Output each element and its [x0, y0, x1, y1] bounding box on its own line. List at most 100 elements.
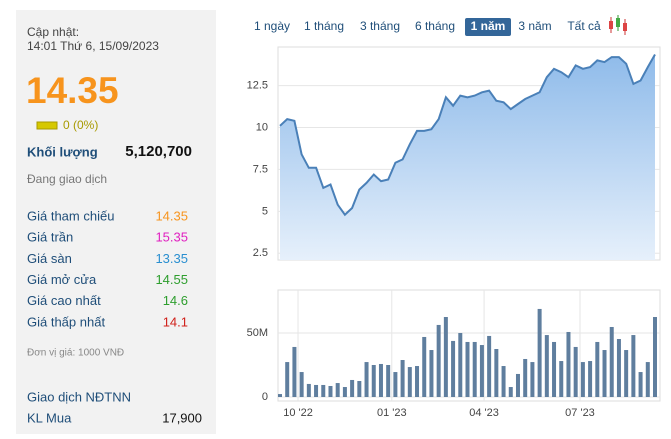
volume-bar [451, 340, 456, 397]
volume-bar [544, 335, 549, 397]
volume-bar [616, 339, 621, 397]
status: Đang giao dịch [27, 172, 107, 186]
tab[interactable]: 3 tháng [360, 19, 400, 33]
volume-bar [407, 367, 412, 397]
volume-bar [278, 394, 282, 397]
y-tick-label: 7.5 [253, 163, 268, 175]
plot-frame [277, 289, 661, 402]
candle-icon[interactable] [609, 15, 627, 35]
volume-bar [487, 335, 492, 397]
volume-bar [523, 358, 528, 397]
volume-bar [494, 349, 499, 397]
volume-bar [342, 387, 347, 397]
volume-bar [479, 345, 484, 397]
tab[interactable]: Tất cả [567, 19, 601, 33]
change: 0 (0%) [63, 118, 98, 132]
volume-bar [371, 365, 376, 397]
current-price: 14.35 [26, 70, 119, 111]
volume-bar [501, 366, 506, 397]
volume-bar [357, 381, 362, 397]
volume-bar [573, 346, 578, 397]
volume-bar [400, 360, 405, 397]
volume-bar [314, 384, 319, 397]
volume-bar [631, 335, 636, 397]
volume-bar [537, 308, 542, 397]
volume-bar [508, 387, 513, 397]
tab[interactable]: 1 tháng [304, 19, 344, 33]
row-value: 14.55 [155, 272, 188, 287]
row-value: 14.35 [155, 208, 188, 223]
volume-bar [653, 317, 657, 397]
volume-bar [530, 362, 535, 397]
price-area [280, 54, 655, 260]
volume-bar [429, 350, 434, 397]
volume-bar [472, 341, 477, 397]
row-label: Giá sàn [27, 251, 72, 266]
x-tick-label: 10 '22 [283, 407, 313, 419]
volume-bar [386, 365, 391, 397]
y-tick-label: 2.5 [253, 247, 268, 259]
row-label: Giá mở cửa [27, 272, 97, 287]
volume-bar [292, 346, 297, 397]
volume: 5,120,700 [125, 143, 192, 160]
volume-bar [436, 324, 441, 397]
volume-bar [595, 341, 600, 397]
row-label: Giá tham chiếu [27, 208, 114, 223]
volume-bar [443, 317, 448, 397]
volume-bar [609, 326, 614, 397]
volume-bar [602, 350, 607, 397]
y-tick-label: 5 [262, 205, 268, 217]
volume-bar [559, 361, 564, 397]
x-tick-label: 01 '23 [377, 407, 407, 419]
row-label: Giá trần [27, 230, 73, 245]
volume-bar [321, 384, 326, 397]
volume-bar [566, 331, 571, 397]
x-tick-label: 07 '23 [565, 407, 595, 419]
volume-bar [285, 362, 290, 397]
info-panel [16, 10, 216, 434]
volume-bar [328, 385, 333, 397]
volume-bar [638, 372, 643, 397]
y-tick-label: 12.5 [247, 79, 268, 91]
tab[interactable]: 6 tháng [415, 19, 455, 33]
y-tick-label: 0 [262, 391, 268, 403]
volume-label: Khối lượng [27, 144, 98, 159]
volume-bar [645, 362, 650, 397]
volume-bar [580, 362, 585, 397]
row-value: 15.35 [155, 230, 188, 245]
volume-bar [465, 341, 470, 397]
x-tick-label: 04 '23 [469, 407, 499, 419]
unit-note: Đơn vị giá: 1000 VNĐ [27, 348, 124, 359]
volume-bar [588, 361, 593, 397]
tab[interactable]: 3 năm [518, 19, 551, 33]
tab-active-bg[interactable] [465, 18, 511, 36]
update-time: 14:01 Thứ 6, 15/09/2023 [27, 39, 159, 53]
volume-bar [299, 372, 304, 397]
volume-bar [378, 363, 383, 397]
volume-bar [350, 379, 355, 397]
row-value: 14.6 [163, 293, 188, 308]
volume-bar [335, 383, 340, 397]
row-label: Giá thấp nhất [27, 314, 105, 329]
volume-bar [415, 366, 420, 397]
y-tick-label: 10 [256, 121, 268, 133]
foreign-label: KL Mua [27, 410, 72, 425]
volume-bar [422, 336, 427, 397]
tab[interactable]: 1 năm [471, 19, 506, 33]
foreign-title: Giao dịch NĐTNN [27, 389, 131, 404]
price-line [279, 54, 656, 217]
volume-bar [306, 383, 311, 397]
update-label: Cập nhật: [27, 25, 79, 39]
tab[interactable]: 1 ngày [254, 19, 290, 33]
row-value: 13.35 [155, 251, 188, 266]
row-value: 14.1 [163, 314, 188, 329]
volume-bar [552, 341, 557, 397]
change-icon [36, 121, 58, 130]
volume-bar [515, 373, 520, 397]
foreign-value: 17,900 [162, 410, 202, 425]
row-label: Giá cao nhất [27, 293, 101, 308]
volume-bar [624, 350, 629, 397]
y-tick-label: 50M [247, 327, 268, 339]
volume-bar [393, 372, 398, 397]
